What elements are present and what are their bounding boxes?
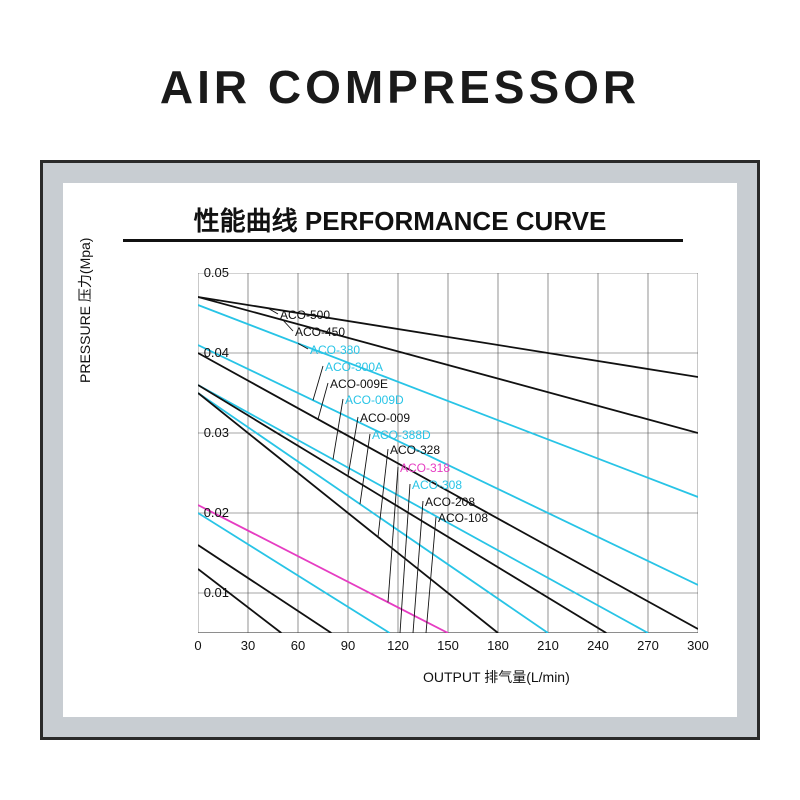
series-label: ACO-308 bbox=[412, 478, 462, 492]
series-label: ACO-380 bbox=[310, 343, 360, 357]
series-line bbox=[198, 569, 281, 633]
series-label: ACO-388D bbox=[372, 428, 431, 442]
leader-line bbox=[426, 517, 436, 633]
x-tick-label: 240 bbox=[583, 638, 613, 653]
x-tick-label: 150 bbox=[433, 638, 463, 653]
leader-line bbox=[388, 467, 398, 602]
y-tick-label: 0.04 bbox=[189, 345, 229, 360]
series-label: ACO-318 bbox=[400, 461, 450, 475]
x-tick-label: 90 bbox=[333, 638, 363, 653]
leader-line bbox=[313, 366, 323, 400]
chart-frame: 性能曲线 PERFORMANCE CURVE PRESSURE 压力(Mpa) … bbox=[40, 160, 760, 740]
chart-subtitle: 性能曲线 PERFORMANCE CURVE bbox=[63, 201, 737, 238]
x-tick-label: 0 bbox=[183, 638, 213, 653]
y-axis-label: PRESSURE 压力(Mpa) bbox=[75, 238, 95, 383]
x-tick-label: 300 bbox=[683, 638, 713, 653]
x-tick-label: 120 bbox=[383, 638, 413, 653]
y-tick-label: 0.03 bbox=[189, 425, 229, 440]
leader-line bbox=[318, 383, 328, 419]
x-tick-label: 60 bbox=[283, 638, 313, 653]
series-label: ACO-208 bbox=[425, 495, 475, 509]
series-line bbox=[198, 513, 390, 633]
x-tick-label: 180 bbox=[483, 638, 513, 653]
leader-line bbox=[378, 449, 388, 537]
plot-area bbox=[198, 273, 698, 633]
series-label: ACO-108 bbox=[438, 511, 488, 525]
y-tick-label: 0.02 bbox=[189, 505, 229, 520]
series-label: ACO-328 bbox=[390, 443, 440, 457]
series-label: ACO-009 bbox=[360, 411, 410, 425]
x-tick-label: 30 bbox=[233, 638, 263, 653]
y-tick-label: 0.05 bbox=[189, 265, 229, 280]
series-label: ACO-300A bbox=[325, 360, 383, 374]
x-tick-label: 270 bbox=[633, 638, 663, 653]
y-tick-label: 0.01 bbox=[189, 585, 229, 600]
page-title: AIR COMPRESSOR bbox=[0, 60, 800, 114]
series-line bbox=[198, 385, 648, 633]
x-axis-label: OUTPUT 排气量(L/min) bbox=[423, 667, 570, 687]
chart-panel: 性能曲线 PERFORMANCE CURVE PRESSURE 压力(Mpa) … bbox=[63, 183, 737, 717]
x-tick-label: 210 bbox=[533, 638, 563, 653]
leader-line bbox=[348, 417, 358, 476]
series-label: ACO-009D bbox=[345, 393, 404, 407]
chart-svg bbox=[198, 273, 698, 633]
series-label: ACO-009E bbox=[330, 377, 388, 391]
series-label: ACO-450 bbox=[295, 325, 345, 339]
series-label: ACO-500 bbox=[280, 308, 330, 322]
subtitle-rule bbox=[123, 239, 683, 242]
